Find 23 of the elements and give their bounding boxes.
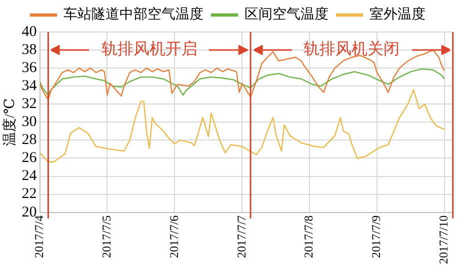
y-tick-label: 38 (22, 42, 37, 58)
annotation: 轨排风机开启 (101, 40, 198, 58)
legend-label: 室外温度 (370, 6, 426, 23)
y-tick-label: 26 (22, 150, 38, 166)
y-tick-label: 22 (22, 186, 37, 202)
y-axis-title: 温度/℃ (2, 98, 18, 146)
x-tick-label: 2017/7/5 (99, 215, 114, 258)
y-tick-label: 36 (22, 60, 38, 76)
y-tick-label: 24 (22, 168, 38, 184)
y-tick-label: 32 (22, 96, 37, 112)
y-tick-label: 40 (22, 24, 37, 40)
legend-label: 区间空气温度 (244, 6, 328, 23)
y-tick-label: 20 (22, 204, 37, 220)
x-tick-label: 2017/7/7 (234, 215, 248, 258)
x-tick-label: 2017/7/9 (369, 215, 384, 258)
y-tick-label: 30 (22, 114, 37, 130)
legend-label: 车站隧道中部空气温度 (64, 6, 204, 23)
y-tick-label: 28 (22, 132, 37, 148)
x-tick-label: 2017/7/6 (166, 215, 181, 258)
y-tick-label: 34 (22, 78, 38, 94)
annotation: 轨排风机关闭 (304, 40, 400, 58)
x-tick-label: 2017/7/8 (302, 215, 316, 258)
x-tick-label: 2017/7/10 (436, 215, 451, 264)
